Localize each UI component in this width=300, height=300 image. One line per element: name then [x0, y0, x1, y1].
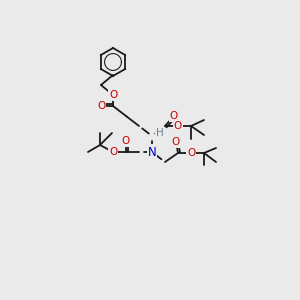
Text: O: O: [170, 111, 178, 121]
Text: H: H: [156, 128, 164, 138]
Text: O: O: [187, 148, 195, 158]
Text: O: O: [172, 137, 180, 147]
Text: O: O: [174, 121, 182, 131]
Text: O: O: [97, 101, 105, 111]
Text: O: O: [122, 136, 130, 146]
Text: O: O: [109, 147, 117, 157]
Text: N: N: [148, 146, 156, 158]
Text: O: O: [109, 90, 117, 100]
